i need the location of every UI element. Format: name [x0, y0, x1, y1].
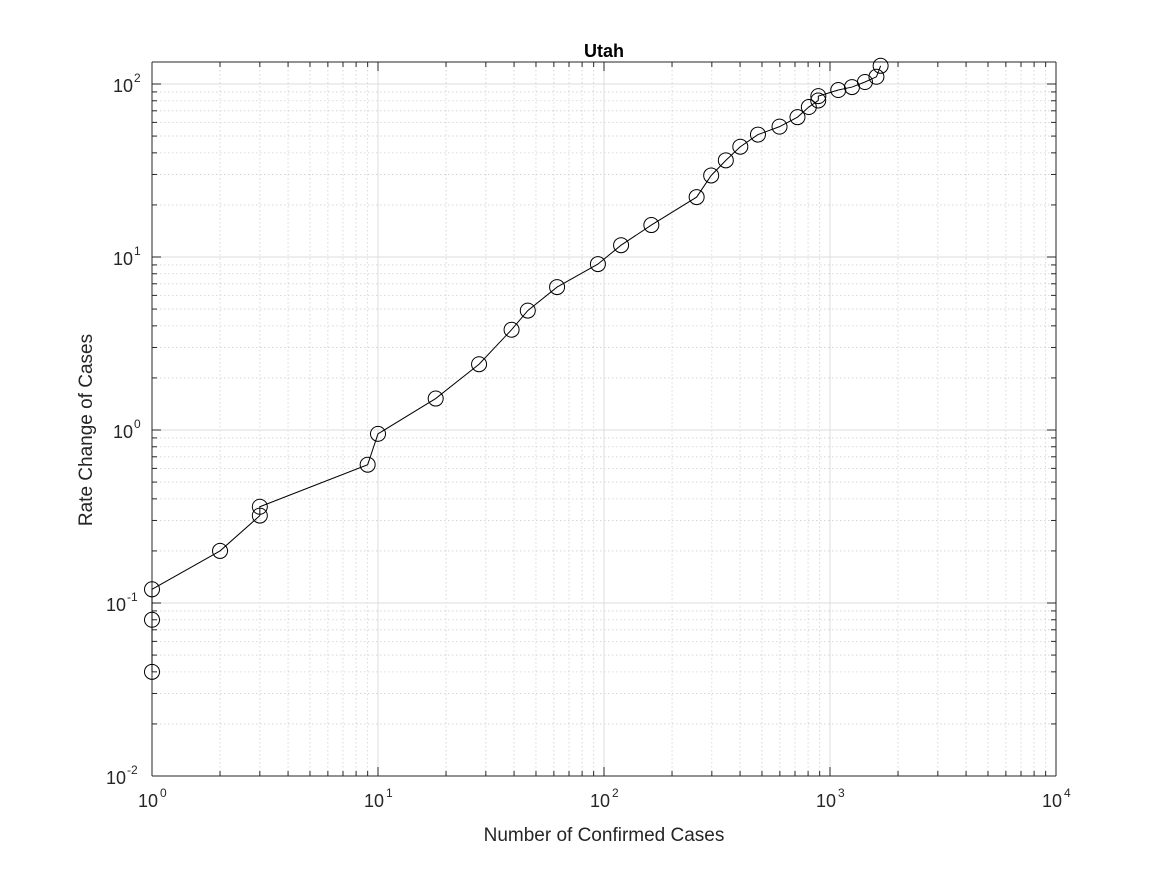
data-point-marker: [370, 425, 386, 442]
x-axis-label: Number of Confirmed Cases: [484, 825, 725, 846]
x-tick-exponent: 3: [838, 786, 845, 800]
chart-title: Utah: [584, 41, 624, 61]
data-point-marker: [830, 82, 847, 99]
data-point-marker: [643, 217, 660, 234]
series-line: [151, 65, 882, 672]
y-tick-exponent: 0: [134, 417, 141, 431]
x-tick-label: 10: [138, 791, 158, 811]
data-point-marker: [471, 356, 488, 373]
x-tick-exponent: 2: [612, 786, 619, 800]
y-tick-exponent: -2: [127, 763, 138, 777]
data-point-marker: [688, 189, 705, 206]
data-point-marker: [703, 167, 720, 184]
y-axis-label: Rate Change of Cases: [76, 334, 97, 526]
x-tick-exponent: 4: [1064, 786, 1071, 800]
data-point-marker: [144, 611, 160, 628]
data-point-marker: [427, 390, 444, 407]
x-tick-label: 10: [364, 791, 384, 811]
x-tick-label: 10: [1042, 791, 1062, 811]
x-tick-exponent: 0: [160, 786, 167, 800]
data-point-marker: [749, 126, 766, 143]
data-point-marker: [589, 256, 606, 273]
x-tick-label: 10: [590, 791, 610, 811]
x-tick-label: 10: [816, 791, 836, 811]
major-grid: [152, 62, 1056, 776]
data-point-marker: [549, 279, 566, 296]
data-point-marker: [251, 498, 268, 515]
data-point-marker: [732, 138, 749, 155]
data-point-marker: [717, 152, 734, 169]
data-point-marker: [868, 68, 885, 85]
data-point-marker: [613, 237, 630, 254]
x-tick-exponent: 1: [386, 786, 393, 800]
data-point-marker: [810, 88, 827, 105]
data-point-marker: [789, 109, 806, 126]
y-tick-exponent: -1: [127, 590, 138, 604]
x-tick-labels: 10 0 10 1 10 2 10 3 10 4: [138, 786, 1071, 811]
y-tick-exponent: 1: [134, 244, 141, 258]
y-tick-label: 10: [106, 595, 126, 615]
data-point-marker: [359, 456, 376, 473]
y-tick-label: 10: [113, 76, 133, 96]
data-point-marker: [519, 302, 536, 319]
data-point-marker: [872, 57, 889, 74]
y-tick-label: 10: [106, 768, 126, 788]
data-point-marker: [503, 321, 520, 338]
y-tick-label: 10: [113, 249, 133, 269]
data-point-marker: [251, 507, 268, 524]
data-point-marker: [771, 118, 788, 135]
data-point-marker: [800, 99, 817, 116]
y-tick-exponent: 2: [134, 71, 141, 85]
data-point-marker: [144, 663, 160, 680]
y-tick-label: 10: [113, 422, 133, 442]
data-series: [144, 57, 889, 680]
data-point-marker: [810, 92, 827, 109]
data-point-marker: [212, 542, 229, 559]
data-point-marker: [856, 73, 873, 90]
data-point-marker: [144, 581, 160, 598]
